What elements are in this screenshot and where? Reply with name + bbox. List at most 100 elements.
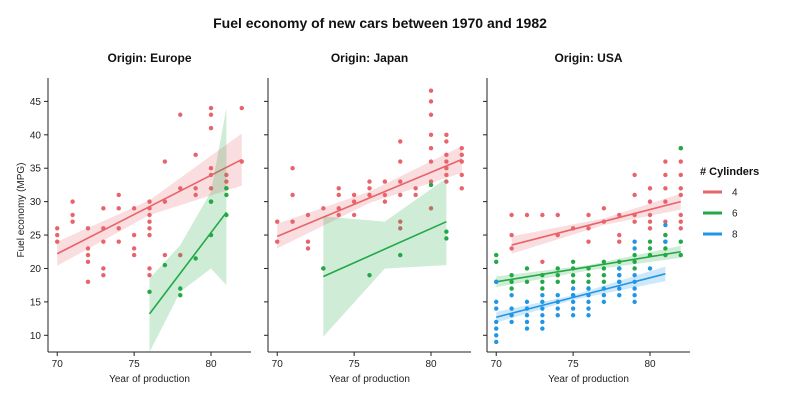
series-cyl-6 [494,145,683,298]
data-point [647,266,653,271]
data-point [428,206,434,211]
data-point [444,179,449,184]
data-point [632,279,637,285]
data-point [601,272,607,278]
data-point [131,206,137,211]
data-point [570,299,576,305]
legend-entry: 4 [703,188,738,199]
y-tick-label: 15 [30,297,42,308]
data-point [632,272,637,278]
data-point [428,182,434,188]
legend-entries: 4 6 8 [703,188,738,241]
data-point [570,313,576,318]
data-point [647,252,653,258]
data-point [147,266,152,271]
data-point [494,339,499,345]
y-tick-label: 40 [30,130,42,141]
series-cyl-4 [509,145,683,264]
data-point [70,219,75,224]
data-point [459,159,464,164]
trend-line [148,211,228,315]
data-point [398,192,403,198]
data-point [540,259,545,264]
panel-title: Origin: Japan [331,51,408,65]
series-cyl-4 [275,88,464,271]
data-point [428,132,434,138]
data-point [85,246,91,251]
data-point [208,199,214,204]
data-point [617,259,622,264]
data-point [224,172,229,178]
data-point [678,239,683,244]
data-point [570,259,576,264]
data-point [509,246,514,251]
data-point [632,239,637,244]
data-point [367,186,372,191]
data-point [116,226,121,231]
data-point [382,199,388,204]
data-point [540,272,545,278]
data-point [116,206,121,211]
data-point [632,172,637,178]
x-tick-label: 70 [52,359,64,370]
data-point [678,172,683,178]
data-point [305,212,311,218]
data-point [428,145,434,151]
data-point [398,139,403,144]
trend-line [496,273,666,319]
data-point [570,286,576,291]
data-point [678,145,683,151]
data-point [632,292,637,298]
data-point [617,239,622,244]
data-point [601,259,607,264]
data-point [147,206,152,211]
panel-3: Origin: USA 70 75 80 Year of production [483,51,690,385]
panel-title: Origin: Europe [108,51,192,65]
data-point [524,279,530,285]
data-point [116,192,121,198]
data-point [305,246,311,251]
data-point [555,299,560,305]
data-point [398,252,403,258]
data-point [321,206,326,211]
data-point [224,192,229,198]
series-cyl-8 [494,222,668,345]
data-point [208,232,214,238]
data-point [601,219,607,224]
data-point [208,125,214,131]
data-point [459,172,464,178]
data-point [444,132,449,138]
legend-label: 4 [732,188,738,199]
data-point [570,272,576,278]
data-point [224,186,229,191]
data-point [509,272,514,278]
data-point [678,192,683,198]
data-point [178,112,183,117]
chart-title: Fuel economy of new cars between 1970 an… [213,15,547,31]
data-point [540,299,545,305]
data-point [632,252,637,258]
data-point [540,326,545,331]
data-point [494,252,499,258]
data-point [101,206,106,211]
data-point [586,299,591,305]
data-point [444,236,449,241]
data-point [555,266,560,271]
y-tick-label: 25 [30,231,42,242]
y-tick-label: 30 [30,197,42,208]
data-point [647,186,653,191]
confidence-band [323,178,447,337]
data-point [540,306,545,311]
data-point [85,226,91,231]
data-point [663,222,668,228]
data-point [586,212,591,218]
data-point [647,246,653,251]
data-point [540,212,545,218]
data-point [509,279,514,285]
x-tick-label: 75 [349,359,361,370]
x-tick-label: 80 [205,359,217,370]
data-point [663,186,668,191]
data-point [647,212,653,218]
data-point [570,279,576,285]
data-point [444,159,449,164]
